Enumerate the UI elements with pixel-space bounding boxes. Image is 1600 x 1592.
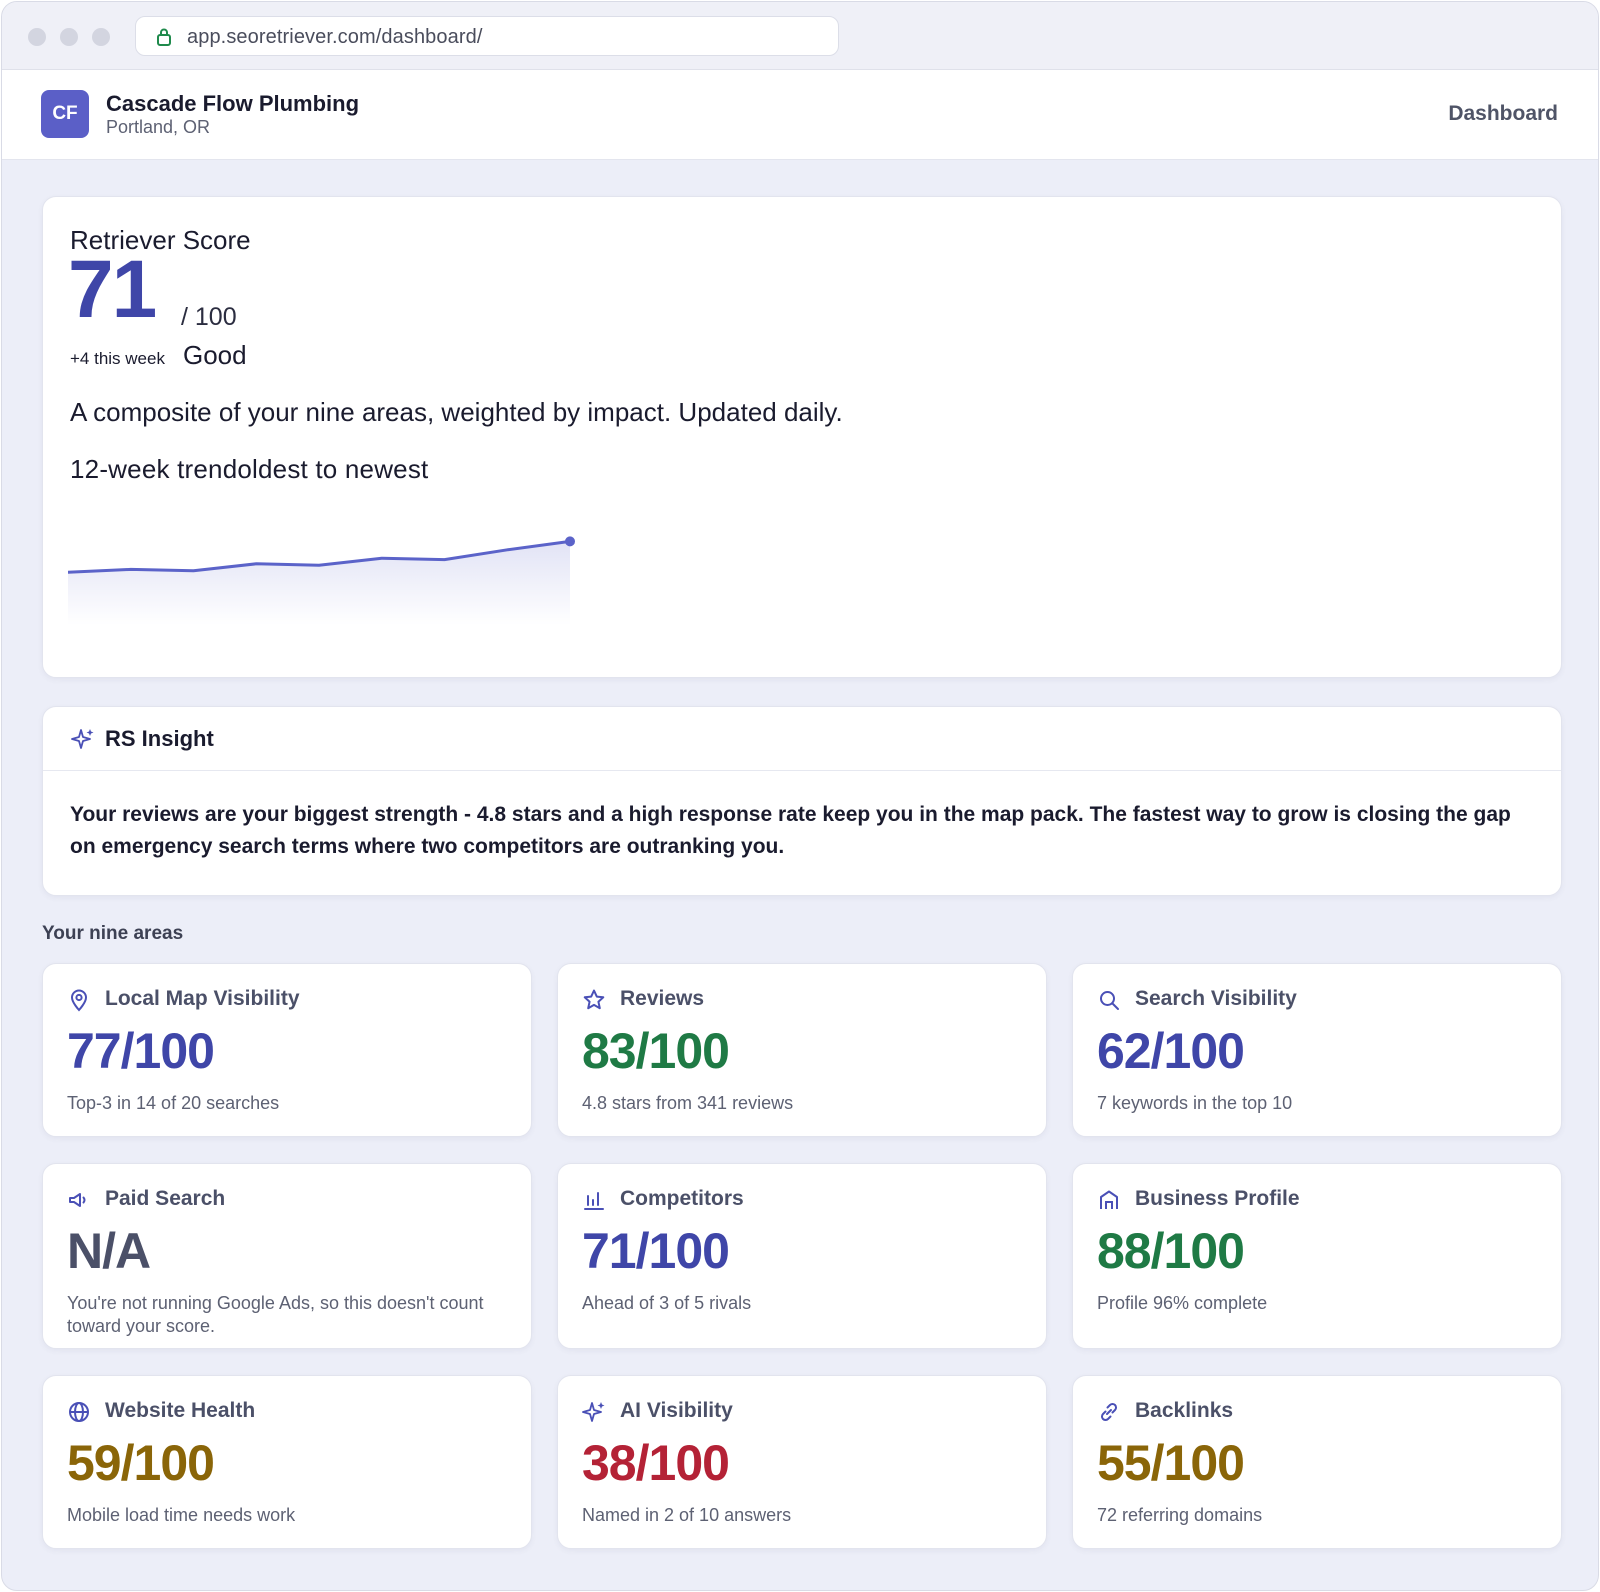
score-value: 71 (68, 244, 157, 335)
star-icon (582, 988, 606, 1017)
area-note: 7 keywords in the top 10 (1097, 1093, 1293, 1113)
megaphone-icon (67, 1188, 91, 1217)
nav-dashboard-link[interactable]: Dashboard (1448, 102, 1558, 125)
globe-icon (67, 1400, 91, 1429)
area-name: Search Visibility (1135, 987, 1297, 1010)
sparkle-icon (71, 727, 95, 756)
area-card-reviews[interactable]: Reviews 83/100 4.8 stars from 341 review… (557, 963, 1047, 1137)
area-card-website-health[interactable]: Website Health 59/100 Mobile load time n… (42, 1375, 532, 1549)
browser-toolbar: app.seoretriever.com/dashboard/ (2, 2, 1598, 70)
area-note: You're not running Google Ads, so this d… (67, 1293, 484, 1336)
score-title: Retriever Score (70, 225, 251, 255)
area-note: Mobile load time needs work (67, 1505, 296, 1525)
score-description: A composite of your nine areas, weighted… (70, 397, 843, 427)
area-score: 77/100 (67, 1023, 215, 1079)
trend-area (68, 541, 570, 625)
area-name: Local Map Visibility (105, 987, 300, 1010)
window-maximize-dot[interactable] (92, 28, 110, 46)
area-note: 72 referring domains (1097, 1505, 1263, 1525)
area-name: Paid Search (105, 1187, 226, 1210)
area-score: 59/100 (67, 1435, 215, 1491)
sparkle-icon (582, 1400, 606, 1429)
insight-header: RS Insight (43, 707, 1561, 771)
area-score: 38/100 (582, 1435, 730, 1491)
business-name: Cascade Flow Plumbing (106, 91, 360, 116)
area-card-business-profile[interactable]: Business Profile 88/100 Profile 96% comp… (1072, 1163, 1562, 1349)
address-url: app.seoretriever.com/dashboard/ (187, 26, 483, 48)
area-score: 88/100 (1097, 1223, 1245, 1279)
area-score: N/A (67, 1223, 151, 1279)
trend-line (68, 539, 572, 574)
storefront-icon (1097, 1188, 1121, 1217)
area-name: Competitors (620, 1187, 744, 1210)
area-note: Named in 2 of 10 answers (582, 1505, 792, 1525)
address-bar[interactable]: app.seoretriever.com/dashboard/ (135, 16, 839, 56)
area-name: Website Health (105, 1399, 256, 1422)
area-note: Profile 96% complete (1097, 1293, 1268, 1313)
area-card-paid-search[interactable]: Paid Search N/A You're not running Googl… (42, 1163, 532, 1349)
bar-chart-icon (582, 1188, 606, 1217)
lock-icon (156, 27, 172, 52)
trend-sparkline (68, 536, 575, 625)
area-score: 55/100 (1097, 1435, 1245, 1491)
area-name: Business Profile (1135, 1187, 1300, 1210)
insight-body: Your reviews are your biggest strength -… (70, 803, 1511, 858)
link-icon (1097, 1400, 1121, 1429)
window-minimize-dot[interactable] (60, 28, 78, 46)
score-rating: Good (183, 340, 247, 370)
area-note: Top-3 in 14 of 20 searches (67, 1093, 280, 1113)
area-score: 83/100 (582, 1023, 730, 1079)
search-icon (1097, 988, 1121, 1017)
insight-card: RS Insight Your reviews are your biggest… (42, 706, 1562, 896)
area-name: Backlinks (1135, 1399, 1234, 1422)
trend-latest-point (565, 536, 575, 547)
area-card-competitors[interactable]: Competitors 71/100 Ahead of 3 of 5 rival… (557, 1163, 1047, 1349)
retriever-score-card: Retriever Score 71 / 100 +4 this week Go… (42, 196, 1562, 678)
areas-section-label: Your nine areas (42, 923, 184, 944)
area-score: 71/100 (582, 1223, 730, 1279)
window-close-dot[interactable] (28, 28, 46, 46)
insight-title: RS Insight (105, 726, 214, 751)
map-pin-icon (67, 988, 91, 1017)
area-note: 4.8 stars from 341 reviews (582, 1093, 794, 1113)
area-card-search-visibility[interactable]: Search Visibility 62/100 7 keywords in t… (1072, 963, 1562, 1137)
area-card-backlinks[interactable]: Backlinks 55/100 72 referring domains (1072, 1375, 1562, 1549)
area-score: 62/100 (1097, 1023, 1245, 1079)
area-card-ai-visibility[interactable]: AI Visibility 38/100 Named in 2 of 10 an… (557, 1375, 1047, 1549)
business-location: Portland, OR (106, 117, 211, 137)
area-card-local-map-visibility[interactable]: Local Map Visibility 77/100 Top-3 in 14 … (42, 963, 532, 1137)
score-out-of: / 100 (181, 303, 237, 331)
area-note: Ahead of 3 of 5 rivals (582, 1293, 752, 1313)
score-delta: +4 this week (70, 349, 165, 368)
business-avatar: CF (41, 90, 89, 138)
app-header: CF Cascade Flow Plumbing Portland, OR Da… (2, 70, 1598, 160)
area-name: AI Visibility (620, 1399, 733, 1422)
trend-label: 12-week trendoldest to newest (70, 454, 429, 484)
area-name: Reviews (620, 987, 705, 1010)
